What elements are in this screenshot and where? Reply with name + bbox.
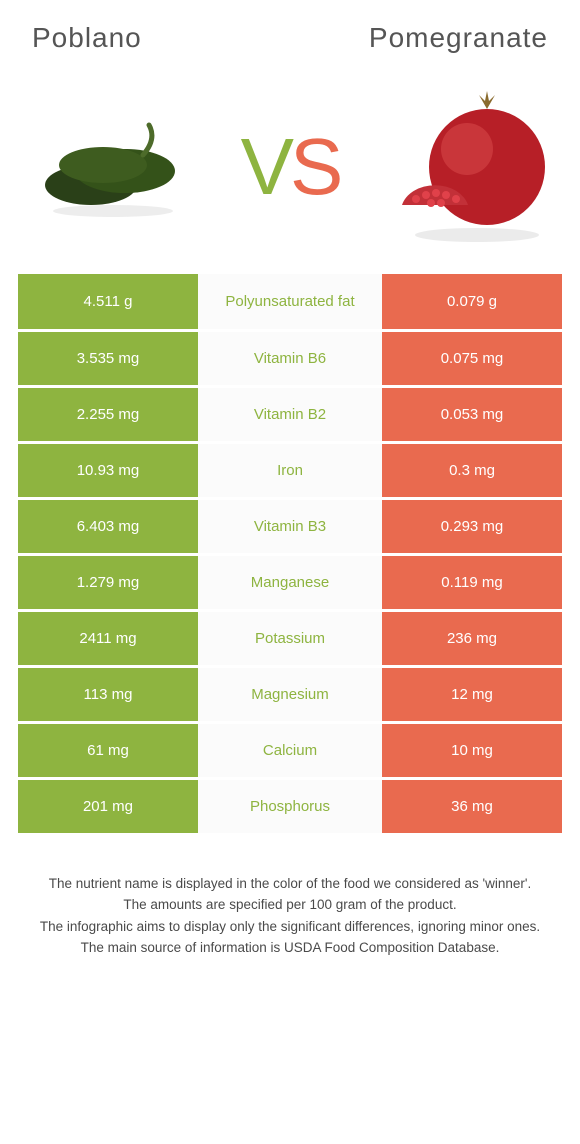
poblano-image	[28, 92, 198, 242]
value-left: 3.535 mg	[18, 330, 198, 386]
title-right: Pomegranate	[369, 22, 548, 54]
vs-v: V	[241, 122, 290, 211]
nutrient-row: 10.93 mgIron0.3 mg	[18, 442, 562, 498]
value-right: 236 mg	[382, 610, 562, 666]
footnote-line: The nutrient name is displayed in the co…	[24, 874, 556, 894]
nutrient-label: Calcium	[198, 722, 382, 778]
nutrient-row: 113 mgMagnesium12 mg	[18, 666, 562, 722]
nutrient-row: 6.403 mgVitamin B30.293 mg	[18, 498, 562, 554]
nutrient-row: 4.511 gPolyunsaturated fat0.079 g	[18, 274, 562, 330]
nutrient-row: 2411 mgPotassium236 mg	[18, 610, 562, 666]
value-left: 201 mg	[18, 778, 198, 834]
value-right: 10 mg	[382, 722, 562, 778]
value-right: 0.3 mg	[382, 442, 562, 498]
nutrient-row: 2.255 mgVitamin B20.053 mg	[18, 386, 562, 442]
value-left: 6.403 mg	[18, 498, 198, 554]
nutrient-label: Magnesium	[198, 666, 382, 722]
nutrient-label: Vitamin B6	[198, 330, 382, 386]
nutrient-row: 61 mgCalcium10 mg	[18, 722, 562, 778]
nutrient-label: Potassium	[198, 610, 382, 666]
value-right: 0.119 mg	[382, 554, 562, 610]
vs-s: S	[290, 122, 339, 211]
footnotes: The nutrient name is displayed in the co…	[0, 836, 580, 958]
value-left: 2.255 mg	[18, 386, 198, 442]
nutrient-label: Phosphorus	[198, 778, 382, 834]
nutrient-table: 4.511 gPolyunsaturated fat0.079 g3.535 m…	[18, 274, 562, 836]
vs-label: VS	[241, 127, 340, 207]
nutrient-label: Manganese	[198, 554, 382, 610]
pomegranate-image	[382, 92, 552, 242]
value-right: 36 mg	[382, 778, 562, 834]
nutrient-label: Iron	[198, 442, 382, 498]
nutrient-row: 3.535 mgVitamin B60.075 mg	[18, 330, 562, 386]
nutrient-row: 1.279 mgManganese0.119 mg	[18, 554, 562, 610]
value-left: 4.511 g	[18, 274, 198, 330]
value-right: 0.293 mg	[382, 498, 562, 554]
value-left: 10.93 mg	[18, 442, 198, 498]
nutrient-label: Vitamin B3	[198, 498, 382, 554]
header: Poblano Pomegranate	[0, 0, 580, 64]
footnote-line: The amounts are specified per 100 gram o…	[24, 895, 556, 915]
nutrient-label: Vitamin B2	[198, 386, 382, 442]
value-left: 2411 mg	[18, 610, 198, 666]
value-left: 61 mg	[18, 722, 198, 778]
nutrient-label: Polyunsaturated fat	[198, 274, 382, 330]
hero-row: VS	[0, 64, 580, 274]
value-left: 113 mg	[18, 666, 198, 722]
value-right: 0.079 g	[382, 274, 562, 330]
footnote-line: The main source of information is USDA F…	[24, 938, 556, 958]
value-right: 0.053 mg	[382, 386, 562, 442]
title-left: Poblano	[32, 22, 142, 54]
value-right: 12 mg	[382, 666, 562, 722]
footnote-line: The infographic aims to display only the…	[24, 917, 556, 937]
nutrient-row: 201 mgPhosphorus36 mg	[18, 778, 562, 834]
value-right: 0.075 mg	[382, 330, 562, 386]
value-left: 1.279 mg	[18, 554, 198, 610]
